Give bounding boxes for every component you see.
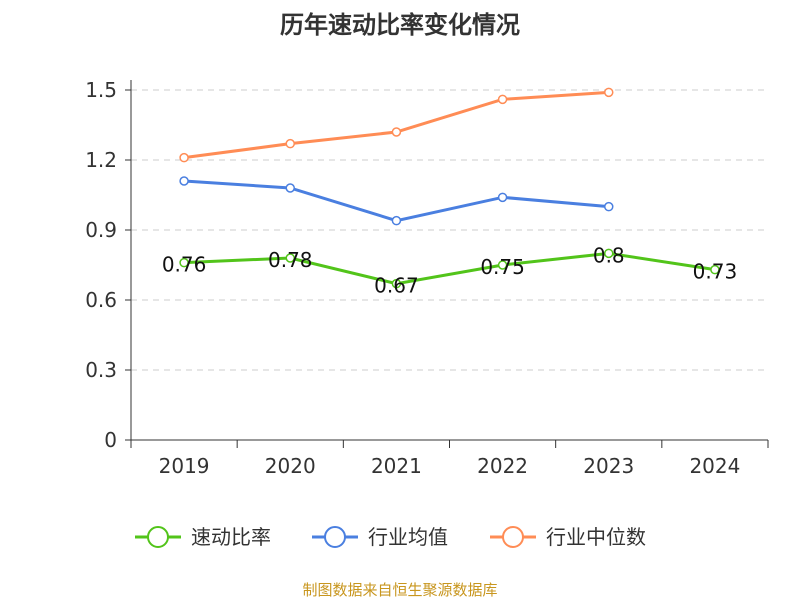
x-tick-label: 2021: [371, 454, 422, 478]
chart-title: 历年速动比率变化情况: [280, 11, 520, 39]
data-point[interactable]: [179, 176, 189, 186]
data-point[interactable]: [604, 87, 614, 98]
data-point[interactable]: [604, 248, 614, 259]
data-point[interactable]: [497, 94, 508, 105]
data-point[interactable]: [604, 201, 614, 212]
legend-label[interactable]: 速动比率: [191, 525, 271, 549]
data-point[interactable]: [391, 127, 402, 137]
data-point[interactable]: [497, 192, 508, 203]
y-tick-label: 1.2: [85, 148, 117, 172]
data-point[interactable]: [285, 253, 295, 263]
legend-label[interactable]: 行业均值: [368, 525, 448, 549]
legend-marker[interactable]: [502, 526, 524, 548]
data-point[interactable]: [285, 183, 295, 193]
x-tick-label: 2020: [265, 454, 316, 478]
data-point[interactable]: [497, 260, 508, 270]
data-label: 0.76: [162, 253, 207, 277]
data-label: 0.67: [374, 274, 419, 298]
data-label: 0.78: [268, 248, 313, 272]
series-line: [183, 179, 609, 223]
y-tick-label: 0.9: [85, 218, 117, 242]
legend-marker[interactable]: [147, 526, 169, 548]
legend-marker[interactable]: [324, 526, 346, 548]
legend-label[interactable]: 行业中位数: [546, 525, 646, 549]
series-line: [184, 251, 716, 286]
x-tick-label: 2024: [689, 454, 740, 478]
x-tick-label: 2023: [583, 454, 634, 478]
data-label: 0.73: [693, 260, 738, 284]
data-point[interactable]: [710, 264, 720, 275]
x-tick-label: 2019: [159, 454, 210, 478]
data-label: 0.8: [593, 243, 625, 267]
y-tick-label: 1.5: [85, 78, 117, 102]
data-point[interactable]: [391, 215, 402, 226]
series-line: [183, 90, 609, 160]
y-tick-label: 0: [104, 428, 117, 452]
data-point[interactable]: [179, 152, 189, 163]
data-point[interactable]: [391, 278, 402, 289]
data-point[interactable]: [285, 138, 295, 149]
x-tick-label: 2022: [477, 454, 528, 478]
data-label: 0.75: [480, 255, 525, 279]
data-point[interactable]: [179, 257, 189, 268]
y-tick-label: 0.6: [85, 288, 117, 312]
y-tick-label: 0.3: [85, 358, 117, 382]
source-note: 制图数据来自恒生聚源数据库: [302, 581, 497, 599]
